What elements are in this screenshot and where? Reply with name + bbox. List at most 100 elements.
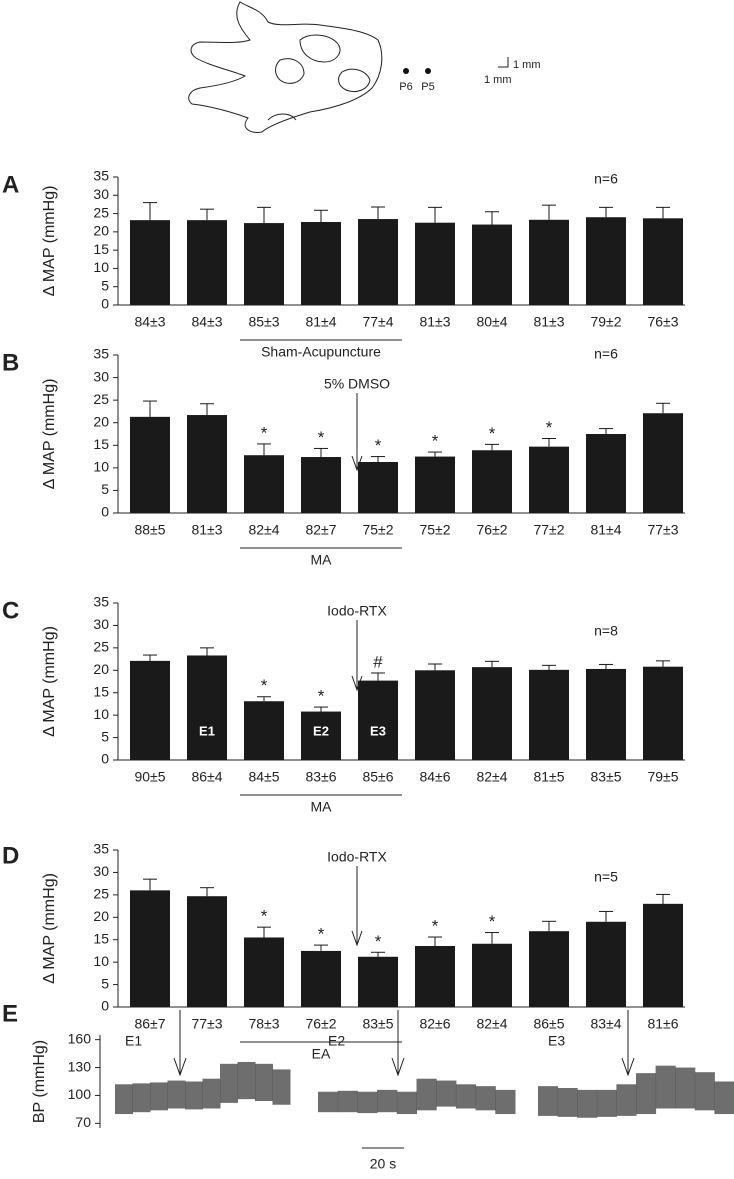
trace-segment: [150, 1082, 168, 1111]
bar: [529, 931, 569, 1007]
x-tick-label: 81±4: [305, 314, 336, 330]
y-tick-label: 35: [93, 841, 109, 857]
trace-segment: [318, 1091, 339, 1113]
y-tick-label: 25: [93, 886, 109, 902]
bar: [358, 219, 398, 305]
scale-label: 1 mm: [484, 74, 512, 86]
trace-segment: [272, 1069, 291, 1105]
bar: [586, 921, 626, 1007]
paw-drawing: [188, 1, 383, 133]
time-scale-label: 20 s: [370, 1156, 396, 1172]
y-tick-label: 0: [101, 296, 109, 312]
trace-segment: [596, 1089, 617, 1117]
bar: [244, 455, 284, 513]
point-label: P6: [399, 81, 412, 93]
bar-label: E2: [313, 723, 329, 738]
x-tick-label: 82±4: [476, 1016, 507, 1032]
bar-label: E3: [370, 723, 386, 738]
bar: [187, 896, 227, 1007]
bar: [358, 956, 398, 1007]
x-tick-label: 85±3: [248, 314, 279, 330]
bracket-label: Sham-Acupuncture: [261, 344, 381, 360]
significance-marker: *: [489, 912, 496, 931]
x-tick-label: 84±3: [134, 314, 165, 330]
y-tick-label: 20: [93, 661, 109, 677]
x-tick-label: 82±6: [419, 1016, 450, 1032]
arrow: [351, 866, 363, 947]
trace-segment: [557, 1088, 578, 1117]
x-tick-label: 85±6: [362, 769, 393, 785]
trace-segment: [436, 1080, 457, 1107]
y-tick-label: 25: [93, 391, 109, 407]
x-tick-label: 84±6: [419, 769, 450, 785]
x-tick-label: 76±3: [647, 314, 678, 330]
bar: [472, 450, 512, 513]
x-tick-label: 84±5: [248, 769, 279, 785]
y-tick-label: 10: [93, 953, 109, 969]
bar: [130, 890, 170, 1007]
bracket-label: MA: [311, 799, 333, 815]
trace-segment: [185, 1081, 203, 1110]
x-tick-label: 80±4: [476, 314, 507, 330]
y-tick-label: 0: [101, 998, 109, 1014]
trace-segment: [616, 1084, 637, 1116]
bar: [187, 655, 227, 760]
bar: [643, 413, 683, 513]
trace-segment: [357, 1091, 378, 1114]
trace-segment: [115, 1084, 133, 1115]
y-tick-label: 5: [101, 728, 109, 744]
x-tick-label: 75±2: [419, 522, 450, 538]
significance-marker: *: [375, 932, 382, 951]
bar: [187, 415, 227, 513]
panel-letter: A: [2, 171, 19, 198]
trace-segment: [396, 1091, 417, 1115]
x-tick-label: 90±5: [134, 769, 165, 785]
trace-segment: [337, 1090, 358, 1113]
bar: [301, 711, 341, 760]
x-tick-label: 82±4: [476, 769, 507, 785]
bar: [244, 701, 284, 760]
y-tick-label: 0: [101, 504, 109, 520]
y-tick-label: 5: [101, 481, 109, 497]
y-tick-label: 15: [93, 241, 109, 257]
trace-label: E1: [125, 1033, 142, 1049]
y-tick-label: 160: [68, 1030, 92, 1046]
bar: [244, 223, 284, 305]
y-tick-label: 5: [101, 277, 109, 293]
bar: [187, 220, 227, 305]
significance-marker: *: [432, 432, 439, 451]
y-tick-label: 30: [93, 863, 109, 879]
y-tick-label: 30: [93, 186, 109, 202]
arrow: [621, 1010, 635, 1077]
y-tick-label: 100: [68, 1086, 92, 1102]
y-tick-label: 0: [101, 751, 109, 767]
x-tick-label: 86±4: [191, 769, 222, 785]
bar: [358, 680, 398, 760]
trace-segment: [577, 1089, 598, 1118]
bar: [130, 416, 170, 513]
x-tick-label: 81±6: [647, 1016, 678, 1032]
x-tick-label: 86±5: [533, 1016, 564, 1032]
y-tick-label: 35: [93, 594, 109, 610]
x-tick-label: 81±3: [533, 314, 564, 330]
y-axis-label: Δ MAP (mmHg): [41, 873, 58, 984]
trace-segment: [675, 1067, 696, 1109]
trace-segment: [636, 1073, 657, 1115]
bar: [130, 220, 170, 305]
y-tick-label: 70: [75, 1114, 91, 1130]
y-tick-label: 30: [93, 616, 109, 632]
y-tick-label: 15: [93, 436, 109, 452]
arrow-label: Iodo-RTX: [327, 603, 387, 619]
x-tick-label: 78±3: [248, 1016, 279, 1032]
scale-bar: [498, 57, 509, 68]
x-tick-label: 77±3: [647, 522, 678, 538]
x-tick-label: 77±4: [362, 314, 393, 330]
y-tick-label: 130: [68, 1058, 92, 1074]
point-dot: [403, 68, 409, 74]
y-tick-label: 20: [93, 413, 109, 429]
significance-marker: *: [318, 428, 325, 447]
arrow-label: Iodo-RTX: [327, 849, 387, 865]
trace-segment: [416, 1078, 437, 1111]
n-label: n=8: [594, 623, 618, 639]
trace-segment: [538, 1086, 559, 1116]
